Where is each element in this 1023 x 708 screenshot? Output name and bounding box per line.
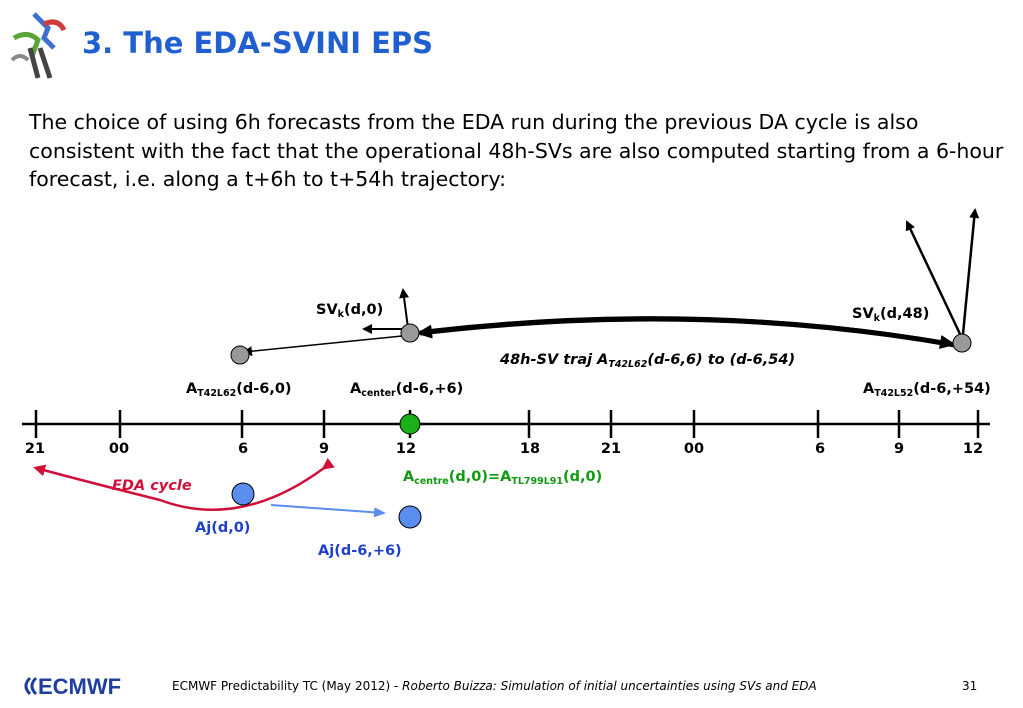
tick-label: 00: [683, 441, 705, 457]
tick-label: 9: [318, 441, 330, 457]
aj-node-left: [231, 482, 255, 506]
eda-cycle-arc: [33, 457, 335, 511]
svk-d48-label: SVk(d,48): [852, 306, 930, 324]
trajectory-arrow-forward: [429, 316, 956, 349]
ecmwf-swirl-logo: [10, 12, 67, 79]
sv-arrow-up: [399, 288, 410, 329]
grey-node-left: [230, 345, 250, 365]
tick-label: 21: [24, 441, 46, 457]
trajectory-label: 48h-SV traj AT42L62(d-6,6) to (d-6,54): [500, 352, 796, 370]
tick-label: 6: [814, 441, 826, 457]
tick-label: 9: [893, 441, 905, 457]
grey-node-right: [952, 333, 972, 353]
tick-label: 00: [108, 441, 130, 457]
tick-label: 12: [962, 441, 984, 457]
footer-text: ECMWF Predictability TC (May 2012) - Rob…: [172, 679, 817, 693]
tick-label: 21: [600, 441, 622, 457]
ecmwf-logo: ECMWF: [20, 672, 150, 704]
aj-d0-label: Aj(d,0): [195, 520, 251, 536]
sv48-arrow-2: [961, 208, 980, 335]
analysis-node-green: [399, 413, 421, 435]
sv48-arrow-1: [905, 220, 962, 335]
aj-node-right: [398, 505, 422, 529]
tick-label: 12: [395, 441, 417, 457]
aj-d6-label: Aj(d-6,+6): [318, 543, 402, 559]
svg-text:ECMWF: ECMWF: [38, 674, 121, 699]
a-t42l52-label: AT42L52(d-6,+54): [863, 381, 991, 399]
aj-arrow: [270, 504, 386, 518]
grey-node-centre: [400, 323, 420, 343]
tick-label: 6: [237, 441, 249, 457]
eda-cycle-label: EDA cycle: [112, 478, 192, 494]
a-center-label: Acenter(d-6,+6): [350, 381, 464, 399]
tick-label: 18: [519, 441, 541, 457]
a-t42l62-label: AT42L62(d-6,0): [186, 381, 292, 399]
page-title: 3. The EDA-SVINI EPS: [82, 26, 434, 60]
page-number: 31: [962, 679, 978, 693]
back-arrow: [242, 335, 403, 357]
a-centre-green-label: Acentre(d,0)=ATL799L91(d,0): [403, 469, 603, 487]
svk-d0-label: SVk(d,0): [316, 302, 384, 320]
intro-paragraph: The choice of using 6h forecasts from th…: [29, 110, 1004, 191]
